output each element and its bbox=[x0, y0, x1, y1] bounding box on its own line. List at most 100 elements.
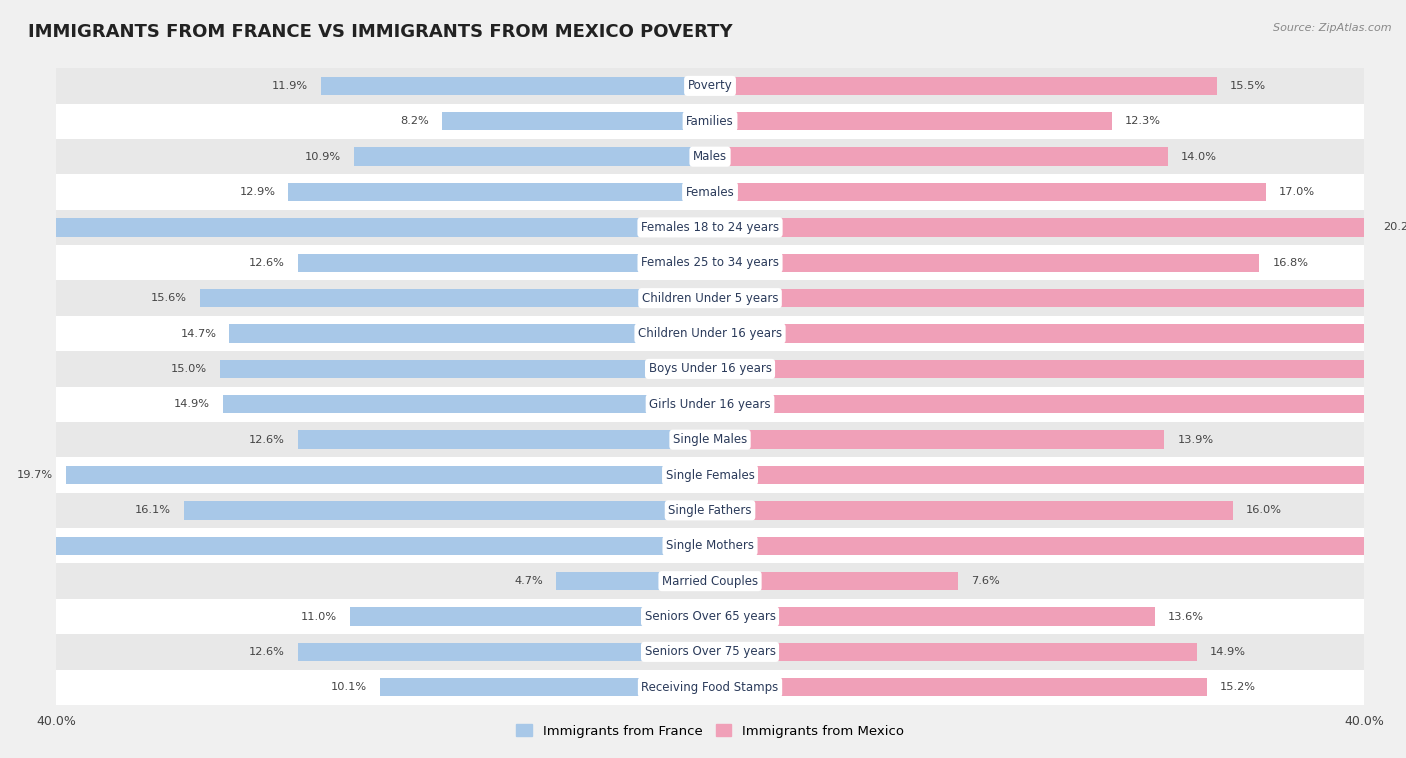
Bar bbox=[710, 324, 1406, 343]
Bar bbox=[710, 572, 959, 590]
Bar bbox=[229, 324, 710, 343]
Bar bbox=[66, 466, 710, 484]
Text: 19.7%: 19.7% bbox=[17, 470, 53, 480]
Text: 10.9%: 10.9% bbox=[305, 152, 340, 161]
Text: 11.0%: 11.0% bbox=[301, 612, 337, 622]
Text: Seniors Over 75 years: Seniors Over 75 years bbox=[644, 645, 776, 659]
Text: 12.6%: 12.6% bbox=[249, 434, 285, 445]
Text: Seniors Over 65 years: Seniors Over 65 years bbox=[644, 610, 776, 623]
Bar bbox=[710, 678, 1206, 697]
Text: Source: ZipAtlas.com: Source: ZipAtlas.com bbox=[1274, 23, 1392, 33]
Bar bbox=[56, 563, 1364, 599]
Bar bbox=[321, 77, 710, 95]
Bar bbox=[56, 280, 1364, 316]
Text: 16.0%: 16.0% bbox=[1246, 506, 1282, 515]
Bar bbox=[710, 183, 1265, 201]
Bar bbox=[56, 68, 1364, 104]
Text: 4.7%: 4.7% bbox=[515, 576, 543, 586]
Text: 10.1%: 10.1% bbox=[330, 682, 367, 692]
Bar bbox=[354, 148, 710, 166]
Text: 12.6%: 12.6% bbox=[249, 647, 285, 657]
Bar bbox=[56, 174, 1364, 210]
Text: Girls Under 16 years: Girls Under 16 years bbox=[650, 398, 770, 411]
Bar bbox=[56, 634, 1364, 669]
Legend: Immigrants from France, Immigrants from Mexico: Immigrants from France, Immigrants from … bbox=[510, 719, 910, 743]
Text: 14.7%: 14.7% bbox=[180, 328, 217, 339]
Bar bbox=[350, 607, 710, 625]
Text: 16.1%: 16.1% bbox=[135, 506, 170, 515]
Bar bbox=[0, 537, 710, 555]
Text: 12.9%: 12.9% bbox=[239, 187, 276, 197]
Text: Males: Males bbox=[693, 150, 727, 163]
Bar bbox=[710, 466, 1406, 484]
Text: 20.2%: 20.2% bbox=[1384, 222, 1406, 233]
Text: Single Males: Single Males bbox=[673, 433, 747, 446]
Bar bbox=[56, 599, 1364, 634]
Text: Females: Females bbox=[686, 186, 734, 199]
Text: IMMIGRANTS FROM FRANCE VS IMMIGRANTS FROM MEXICO POVERTY: IMMIGRANTS FROM FRANCE VS IMMIGRANTS FRO… bbox=[28, 23, 733, 41]
Bar bbox=[56, 457, 1364, 493]
Bar bbox=[710, 218, 1371, 236]
Text: Receiving Food Stamps: Receiving Food Stamps bbox=[641, 681, 779, 694]
Text: Children Under 16 years: Children Under 16 years bbox=[638, 327, 782, 340]
Bar bbox=[56, 210, 1364, 245]
Bar bbox=[56, 528, 1364, 563]
Text: Boys Under 16 years: Boys Under 16 years bbox=[648, 362, 772, 375]
Bar bbox=[441, 112, 710, 130]
Bar bbox=[56, 669, 1364, 705]
Bar bbox=[56, 139, 1364, 174]
Bar bbox=[298, 643, 710, 661]
Text: 17.0%: 17.0% bbox=[1279, 187, 1315, 197]
Bar bbox=[200, 289, 710, 307]
Bar bbox=[56, 245, 1364, 280]
Bar bbox=[56, 493, 1364, 528]
Text: Single Females: Single Females bbox=[665, 468, 755, 481]
Bar bbox=[710, 148, 1167, 166]
Bar bbox=[710, 289, 1406, 307]
Bar bbox=[56, 316, 1364, 351]
Bar bbox=[710, 77, 1216, 95]
Text: 16.8%: 16.8% bbox=[1272, 258, 1309, 268]
Bar bbox=[557, 572, 710, 590]
Text: Single Fathers: Single Fathers bbox=[668, 504, 752, 517]
Bar bbox=[224, 395, 710, 413]
Bar bbox=[56, 422, 1364, 457]
Bar bbox=[288, 183, 710, 201]
Text: 15.0%: 15.0% bbox=[170, 364, 207, 374]
Text: 15.6%: 15.6% bbox=[150, 293, 187, 303]
Text: 14.0%: 14.0% bbox=[1181, 152, 1216, 161]
Text: Single Mothers: Single Mothers bbox=[666, 539, 754, 553]
Text: Females 25 to 34 years: Females 25 to 34 years bbox=[641, 256, 779, 269]
Text: 12.6%: 12.6% bbox=[249, 258, 285, 268]
Bar bbox=[710, 112, 1112, 130]
Text: Married Couples: Married Couples bbox=[662, 575, 758, 587]
Bar bbox=[710, 360, 1406, 378]
Text: 15.5%: 15.5% bbox=[1230, 81, 1265, 91]
Text: Poverty: Poverty bbox=[688, 80, 733, 92]
Bar bbox=[56, 104, 1364, 139]
Bar bbox=[56, 351, 1364, 387]
Bar bbox=[710, 643, 1197, 661]
Text: 8.2%: 8.2% bbox=[401, 116, 429, 127]
Text: Families: Families bbox=[686, 114, 734, 128]
Text: Females 18 to 24 years: Females 18 to 24 years bbox=[641, 221, 779, 234]
Bar bbox=[380, 678, 710, 697]
Text: 13.6%: 13.6% bbox=[1167, 612, 1204, 622]
Text: 14.9%: 14.9% bbox=[1211, 647, 1246, 657]
Bar bbox=[219, 360, 710, 378]
Bar bbox=[710, 254, 1260, 272]
Text: 15.2%: 15.2% bbox=[1220, 682, 1256, 692]
Bar bbox=[710, 501, 1233, 519]
Bar bbox=[710, 537, 1406, 555]
Text: 13.9%: 13.9% bbox=[1177, 434, 1213, 445]
Bar bbox=[710, 431, 1164, 449]
Bar bbox=[710, 395, 1406, 413]
Text: 12.3%: 12.3% bbox=[1125, 116, 1161, 127]
Bar bbox=[710, 607, 1154, 625]
Bar bbox=[298, 254, 710, 272]
Bar bbox=[184, 501, 710, 519]
Bar bbox=[10, 218, 710, 236]
Text: 14.9%: 14.9% bbox=[174, 399, 209, 409]
Bar bbox=[56, 387, 1364, 422]
Text: 11.9%: 11.9% bbox=[271, 81, 308, 91]
